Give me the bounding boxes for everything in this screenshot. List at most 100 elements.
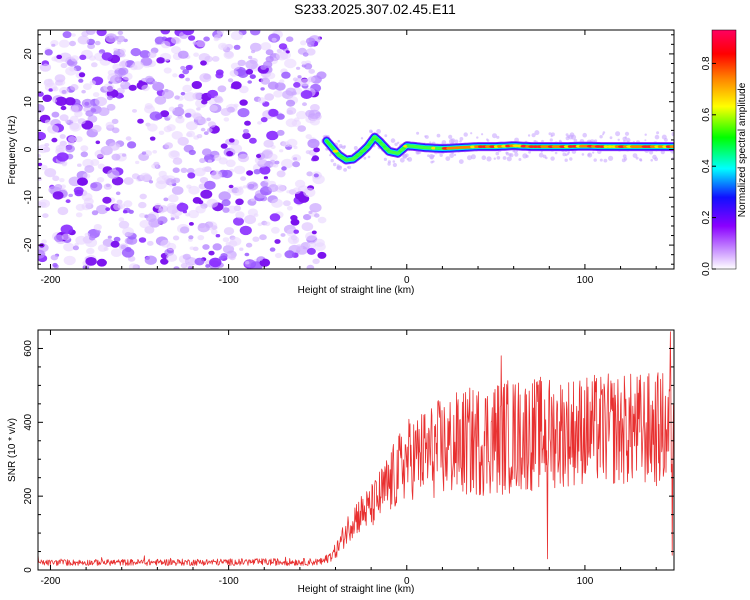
noise-blob xyxy=(221,44,228,49)
ridge-halo xyxy=(363,156,367,160)
noise-blob xyxy=(44,49,53,56)
ridge-core xyxy=(520,144,527,148)
ridge-halo xyxy=(445,156,451,162)
noise-blob xyxy=(182,84,193,93)
noise-blob xyxy=(85,257,97,266)
noise-blob xyxy=(144,255,157,265)
noise-blob xyxy=(145,75,154,83)
noise-blob xyxy=(305,150,311,155)
noise-blob xyxy=(251,50,256,54)
y-tick-label: 20 xyxy=(23,48,34,60)
noise-blob xyxy=(157,216,168,225)
noise-blob xyxy=(84,232,90,237)
ridge-halo xyxy=(441,140,447,145)
noise-blob xyxy=(195,205,206,214)
noise-blob xyxy=(271,226,280,234)
ridge-halo xyxy=(518,158,522,161)
noise-blob xyxy=(276,129,285,136)
noise-blob xyxy=(248,55,253,60)
noise-blob xyxy=(48,78,53,83)
noise-blob xyxy=(52,175,60,182)
noise-blob xyxy=(89,235,96,241)
ridge-core xyxy=(599,145,605,149)
noise-blob xyxy=(223,227,235,236)
noise-blob xyxy=(86,247,95,255)
ridge-halo xyxy=(329,154,332,157)
noise-blob xyxy=(240,176,247,181)
noise-blob xyxy=(188,235,194,240)
x-tick-label: 100 xyxy=(577,576,594,587)
noise-blob xyxy=(80,145,89,152)
noise-blob xyxy=(237,59,246,67)
noise-blob xyxy=(317,251,327,259)
ridge-halo xyxy=(459,140,462,143)
noise-blob xyxy=(280,233,286,237)
ridge-halo xyxy=(581,153,585,156)
noise-blob xyxy=(163,67,172,74)
noise-blob xyxy=(59,86,70,95)
noise-blob xyxy=(197,117,208,125)
noise-blob xyxy=(214,173,221,179)
noise-blob xyxy=(111,176,124,186)
noise-blob xyxy=(42,213,49,219)
noise-blob xyxy=(77,163,82,167)
noise-blob xyxy=(122,210,128,214)
noise-blob xyxy=(91,62,98,68)
ridge-halo xyxy=(343,168,347,172)
noise-blob xyxy=(293,157,298,161)
ridge-core xyxy=(540,145,546,149)
noise-blob xyxy=(170,217,175,221)
noise-blob xyxy=(140,57,153,66)
noise-blob xyxy=(257,222,263,227)
ridge-halo xyxy=(587,153,591,157)
noise-blob xyxy=(230,30,243,41)
ridge-halo xyxy=(599,158,603,162)
noise-blob xyxy=(58,39,70,48)
noise-blob xyxy=(155,180,167,190)
ridge-halo xyxy=(608,155,614,161)
ridge-halo xyxy=(654,134,660,140)
noise-blob xyxy=(263,176,268,180)
noise-blob xyxy=(83,83,92,90)
noise-blob xyxy=(204,180,216,190)
noise-blob xyxy=(41,239,47,244)
ridge-halo xyxy=(582,132,587,138)
noise-blob xyxy=(105,33,118,43)
noise-blob xyxy=(222,207,230,213)
noise-blob xyxy=(56,152,69,162)
noise-blob xyxy=(237,108,250,118)
noise-blob xyxy=(63,255,76,266)
noise-blob xyxy=(69,122,82,132)
noise-blob xyxy=(212,243,222,251)
noise-blob xyxy=(207,121,216,128)
noise-blob xyxy=(228,184,234,189)
noise-blob xyxy=(163,197,169,202)
noise-blob xyxy=(239,99,248,106)
ridge-halo xyxy=(387,160,391,164)
noise-blob xyxy=(192,246,199,251)
ridge-halo xyxy=(656,131,660,135)
noise-blob xyxy=(85,30,96,35)
noise-blob xyxy=(122,227,134,237)
ridge-halo xyxy=(599,135,603,139)
noise-blob xyxy=(113,236,121,242)
ridge-halo xyxy=(392,160,396,163)
colorbar-tick-label: 0.4 xyxy=(701,159,712,173)
ridge-halo xyxy=(603,158,608,163)
noise-blob xyxy=(307,241,317,249)
spectrogram-plot xyxy=(38,30,674,269)
noise-blob xyxy=(75,212,83,218)
noise-blob xyxy=(147,240,154,246)
ridge-halo xyxy=(622,136,627,141)
ridge-halo xyxy=(593,158,597,162)
noise-blob xyxy=(182,30,195,36)
noise-blob xyxy=(268,153,278,161)
noise-blob xyxy=(213,95,223,103)
noise-blob xyxy=(279,149,284,153)
colorbar-label: Normalized spectral amplitude xyxy=(737,82,748,217)
ridge-halo xyxy=(541,139,544,143)
noise-blob xyxy=(70,55,80,62)
noise-blob xyxy=(139,172,151,182)
noise-blob xyxy=(276,51,288,61)
ridge-halo xyxy=(340,145,343,148)
